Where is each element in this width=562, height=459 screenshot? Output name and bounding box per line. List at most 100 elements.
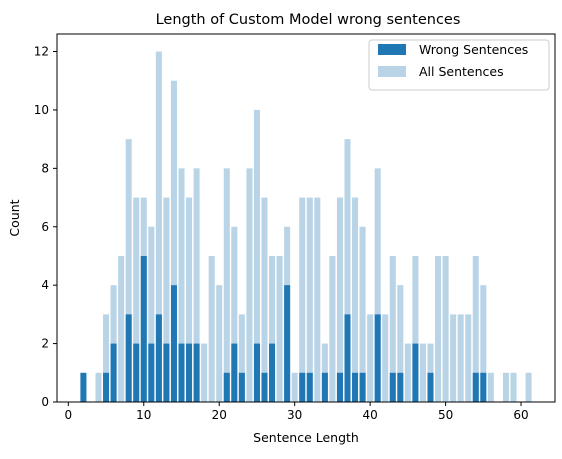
bar-wrong-sentences-2 [80,372,87,402]
bar-wrong-sentences-9 [133,343,140,402]
bar-all-sentences-28 [276,255,283,402]
bar-all-sentences-11 [148,226,155,402]
bar-all-sentences-4 [95,372,102,402]
bar-all-sentences-24 [246,168,253,402]
bar-wrong-sentences-25 [253,343,260,402]
bar-wrong-sentences-14 [170,285,177,402]
bar-all-sentences-35 [329,255,336,402]
bar-all-sentences-19 [208,255,215,402]
bar-all-sentences-26 [261,197,268,402]
x-tick-label: 10 [136,408,151,422]
bar-wrong-sentences-13 [163,343,170,402]
bar-all-sentences-47 [419,343,426,402]
bar-all-sentences-30 [291,372,298,402]
bar-wrong-sentences-48 [427,372,434,402]
bar-wrong-sentences-39 [359,372,366,402]
y-tick-label: 0 [41,395,49,409]
bar-all-sentences-7 [118,255,125,402]
bar-all-sentences-18 [201,343,208,402]
bar-all-sentences-17 [193,168,200,402]
bar-wrong-sentences-5 [103,372,110,402]
bar-wrong-sentences-10 [140,255,147,402]
bar-wrong-sentences-23 [238,372,245,402]
bar-all-sentences-15 [178,168,185,402]
bar-all-sentences-59 [510,372,517,402]
bar-all-sentences-22 [231,226,238,402]
legend-label-all-sentences: All Sentences [419,64,504,79]
bar-wrong-sentences-55 [480,372,487,402]
y-tick-label: 6 [41,220,49,234]
y-axis-ticks: 0 2 4 6 8 10 12 [34,45,57,409]
bar-all-sentences-46 [412,255,419,402]
legend: Wrong Sentences All Sentences [368,39,550,91]
y-tick-label: 8 [41,161,49,175]
x-tick-label: 30 [287,408,302,422]
legend-swatch-wrong-sentences [378,44,406,55]
bar-all-sentences-20 [216,285,223,402]
chart-title: Length of Custom Model wrong sentences [156,12,461,28]
bar-wrong-sentences-22 [231,343,238,402]
bar-all-sentences-41 [374,168,381,402]
bar-wrong-sentences-34 [321,372,328,402]
y-tick-label: 10 [34,103,49,117]
bar-all-sentences-49 [435,255,442,402]
bar-wrong-sentences-21 [223,372,230,402]
bar-wrong-sentences-41 [374,314,381,402]
bar-all-sentences-38 [352,197,359,402]
bar-all-sentences-58 [502,372,509,402]
bar-all-sentences-36 [336,197,343,402]
bar-all-sentences-42 [382,314,389,402]
bar-all-sentences-27 [269,255,276,402]
bar-all-sentences-12 [155,51,162,403]
x-tick-label: 40 [362,408,377,422]
legend-label-wrong-sentences: Wrong Sentences [419,42,528,57]
bar-all-sentences-43 [389,255,396,402]
y-tick-label: 2 [41,337,49,351]
bar-wrong-sentences-54 [472,372,479,402]
bar-all-sentences-40 [367,314,374,402]
bar-all-sentences-8 [125,139,132,402]
bar-wrong-sentences-26 [261,372,268,402]
series-wrong-sentences [80,255,487,402]
bar-all-sentences-31 [299,197,306,402]
bar-all-sentences-50 [442,255,449,402]
bar-all-sentences-56 [487,372,494,402]
bar-all-sentences-32 [306,197,313,402]
bar-wrong-sentences-16 [186,343,193,402]
bar-wrong-sentences-37 [344,314,351,402]
bar-all-sentences-25 [253,109,260,402]
bar-all-sentences-33 [314,197,321,402]
bar-wrong-sentences-36 [336,372,343,402]
bar-all-sentences-9 [133,197,140,402]
x-axis-label: Sentence Length [253,430,359,445]
bar-all-sentences-37 [344,139,351,402]
plot-frame [56,33,556,403]
bar-wrong-sentences-32 [306,372,313,402]
bar-wrong-sentences-8 [125,314,132,402]
bar-all-sentences-16 [186,197,193,402]
bar-all-sentences-5 [103,314,110,402]
bar-wrong-sentences-44 [397,372,404,402]
y-axis-label: Count [7,199,22,236]
legend-box [368,39,550,91]
bar-wrong-sentences-29 [284,285,291,402]
bar-all-sentences-14 [170,80,177,402]
x-tick-label: 50 [438,408,453,422]
bar-all-sentences-54 [472,255,479,402]
bar-all-sentences-23 [238,314,245,402]
x-axis-ticks: 0 10 20 30 40 50 60 [64,402,529,422]
x-tick-label: 20 [212,408,227,422]
y-tick-label: 4 [41,278,49,292]
legend-swatch-all-sentences [378,66,406,77]
bar-all-sentences-44 [397,285,404,402]
bar-all-sentences-52 [457,314,464,402]
bar-all-sentences-55 [480,285,487,402]
bar-all-sentences-39 [359,226,366,402]
bar-all-sentences-51 [450,314,457,402]
bar-all-sentences-53 [465,314,472,402]
bar-wrong-sentences-46 [412,343,419,402]
bar-all-sentences-6 [110,285,117,402]
y-tick-label: 12 [34,45,49,59]
bar-all-sentences-13 [163,197,170,402]
